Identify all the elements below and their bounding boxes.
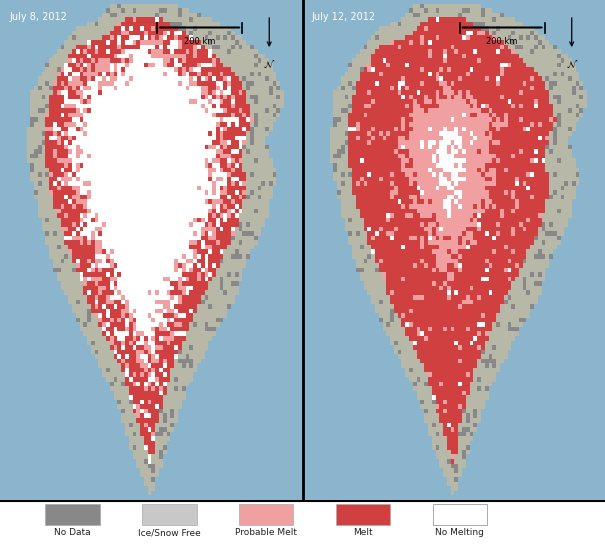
Text: $\mathcal{N}$: $\mathcal{N}$ [263,58,275,69]
Bar [336,504,390,525]
Text: 200 km: 200 km [184,36,215,46]
Text: $\mathcal{N}$: $\mathcal{N}$ [566,58,578,69]
Text: July 8, 2012: July 8, 2012 [9,13,67,23]
Text: Ice/Snow Free: Ice/Snow Free [138,528,201,537]
Text: No Data: No Data [54,528,91,537]
Bar [433,504,487,525]
Bar [45,504,100,525]
Text: No Melting: No Melting [436,528,484,537]
Text: Probable Melt: Probable Melt [235,528,297,537]
Bar [239,504,293,525]
Text: July 12, 2012: July 12, 2012 [312,13,376,23]
Text: Melt: Melt [353,528,373,537]
Bar [142,504,197,525]
Text: 200 km: 200 km [486,36,518,46]
